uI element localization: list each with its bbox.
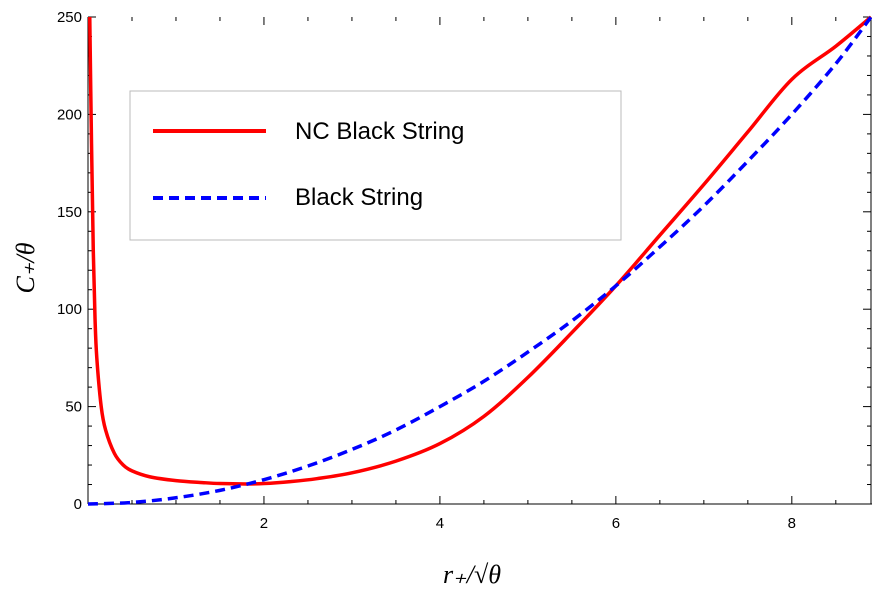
legend-label-nc-black-string: NC Black String xyxy=(295,118,464,145)
series-layer xyxy=(87,15,872,506)
legend-label-black-string: Black String xyxy=(295,184,423,211)
x-axis-title: r₊/√θ xyxy=(443,560,501,589)
y-tick-label: 0 xyxy=(74,496,82,513)
y-tick-label: 150 xyxy=(57,204,82,221)
series-line-nc-black-string xyxy=(88,15,872,486)
series-line-black-string xyxy=(87,15,872,506)
x-tick-label: 2 xyxy=(260,515,268,532)
legend: NC Black String Black String xyxy=(129,90,622,241)
x-tick-label: 4 xyxy=(436,515,444,532)
y-tick-label: 250 xyxy=(57,9,82,26)
x-tick-label: 6 xyxy=(612,515,620,532)
plot-frame xyxy=(87,17,872,505)
y-tick-label: 100 xyxy=(57,301,82,318)
y-axis-title: C₊/θ xyxy=(11,242,40,293)
legend-box xyxy=(129,90,622,241)
y-tick-label: 200 xyxy=(57,106,82,123)
x-tick-label: 8 xyxy=(788,515,796,532)
y-tick-label: 50 xyxy=(65,399,82,416)
ticks: 2 4 6 8 0 50 100 150 200 250 xyxy=(57,9,871,532)
